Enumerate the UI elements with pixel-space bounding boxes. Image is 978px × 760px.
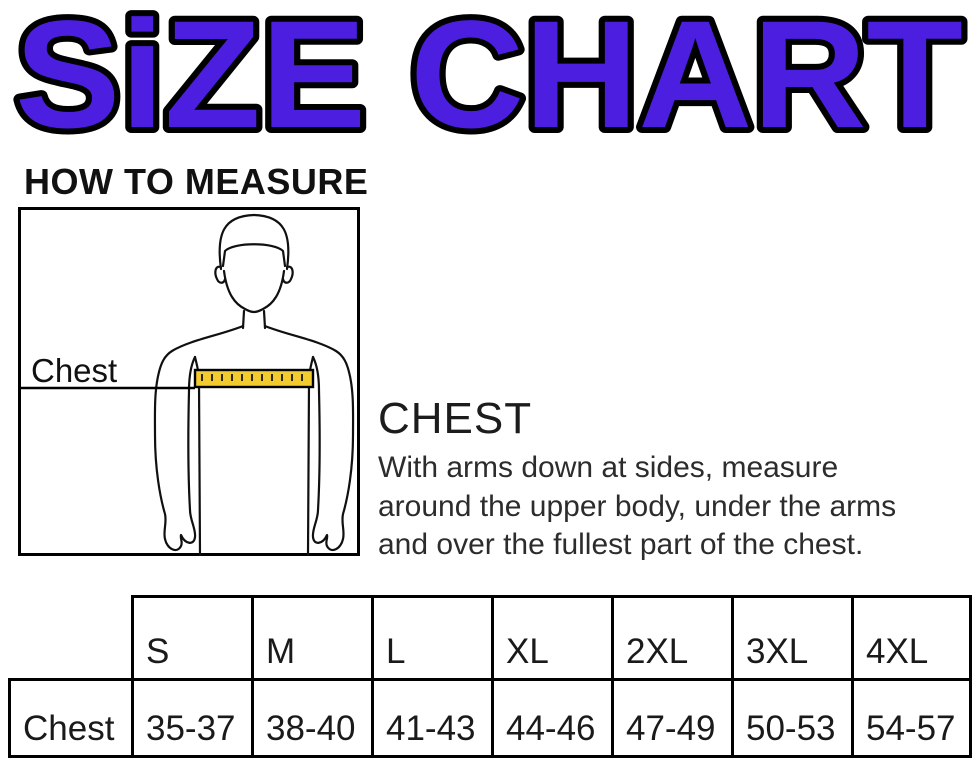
- chest-section-heading: CHEST: [378, 394, 533, 443]
- chest-range-s: 35-37: [131, 678, 254, 758]
- size-header-m: M: [251, 595, 374, 681]
- size-header-2xl: 2XL: [611, 595, 734, 681]
- size-header-3xl: 3XL: [731, 595, 854, 681]
- instruction-line-1: With arms down at sides, measure: [378, 451, 839, 484]
- tape-band: [193, 368, 315, 389]
- figure-right-arm: [263, 324, 355, 552]
- figure-left-ear: [214, 265, 227, 284]
- how-to-measure-heading: HOW TO MEASURE: [24, 161, 369, 202]
- chest-range-m: 38-40: [251, 678, 374, 758]
- size-header-4xl: 4XL: [851, 595, 972, 681]
- size-table: S M L XL 2XL 3XL 4XL Chest 35-37 38-40 4…: [8, 595, 972, 758]
- size-header-l: L: [371, 595, 494, 681]
- chest-range-2xl: 47-49: [611, 678, 734, 758]
- chest-range-4xl: 54-57: [851, 678, 972, 758]
- chest-range-l: 41-43: [371, 678, 494, 758]
- title-banner: SiZE CHART: [9, 0, 969, 155]
- size-header-row: S M L XL 2XL 3XL 4XL: [10, 595, 972, 681]
- chest-diagram-label: Chest: [31, 352, 117, 389]
- instruction-line-3: and over the fullest part of the chest.: [378, 528, 864, 561]
- tape-measure: [193, 368, 315, 389]
- chest-measurements-row: Chest 35-37 38-40 41-43 44-46 47-49 50-5…: [8, 678, 972, 758]
- chest-instructions: With arms down at sides, measure around …: [378, 449, 896, 565]
- figure-hairline: [221, 243, 287, 268]
- page-title: SiZE CHART: [15, 0, 963, 155]
- size-header-xl: XL: [491, 595, 614, 681]
- figure-hair: [218, 213, 290, 271]
- figure-right-ear: [281, 265, 294, 284]
- size-header-s: S: [131, 595, 254, 681]
- instruction-line-2: around the upper body, under the arms: [378, 489, 897, 523]
- figure-left-arm: [153, 324, 245, 552]
- blank-corner-cell: [10, 597, 133, 680]
- row-label-chest: Chest: [8, 678, 134, 758]
- chest-range-xl: 44-46: [491, 678, 614, 758]
- tape-ticks: [201, 374, 303, 381]
- chest-range-3xl: 50-53: [731, 678, 854, 758]
- measurement-diagram: Chest: [18, 207, 360, 556]
- figure-face: [222, 269, 286, 314]
